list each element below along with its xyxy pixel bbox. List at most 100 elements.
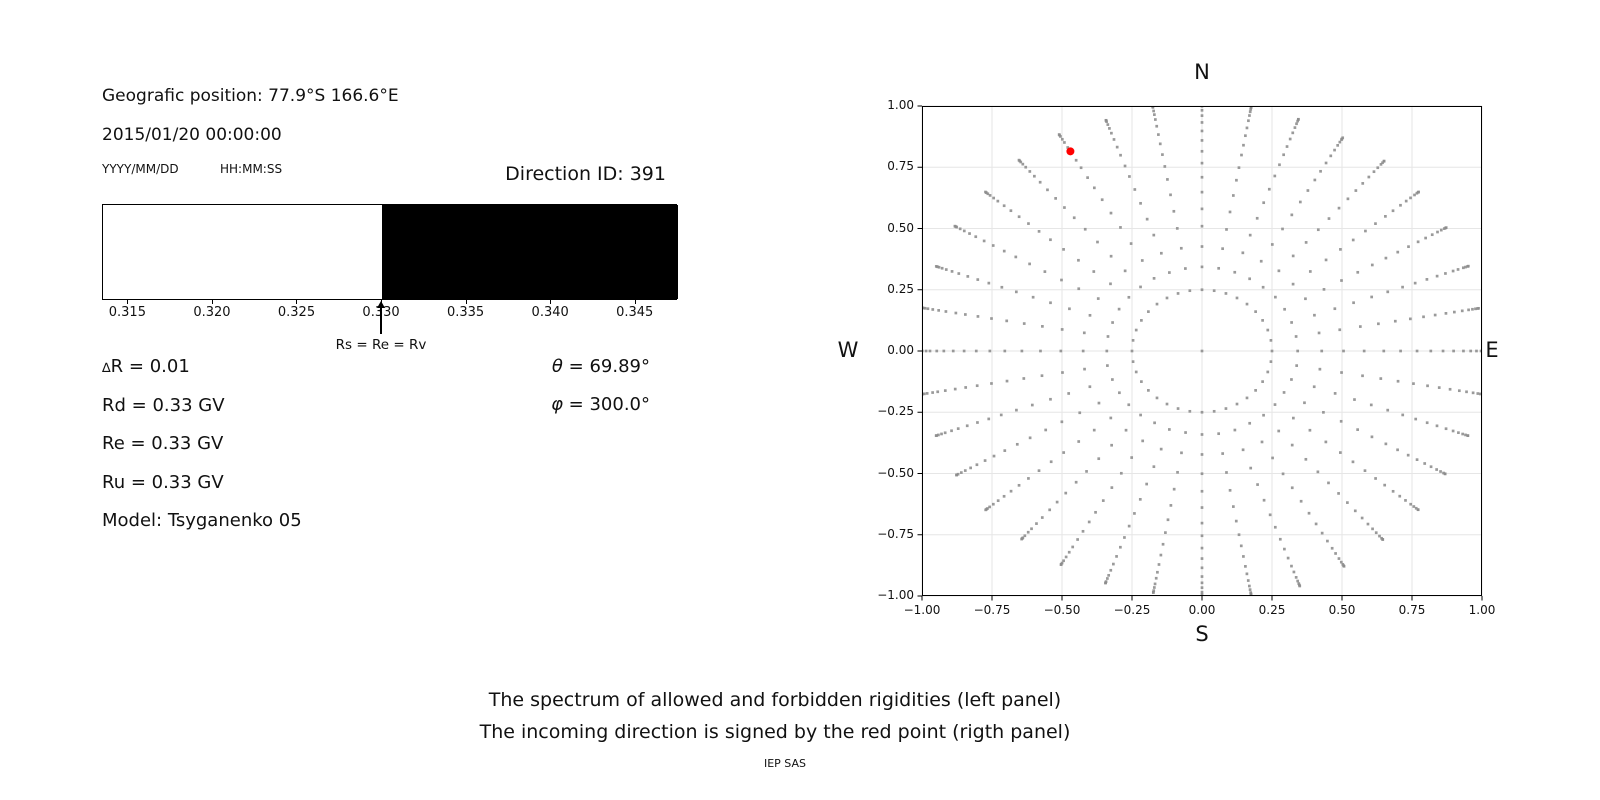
direction-point	[1124, 428, 1128, 432]
direction-point	[987, 417, 991, 421]
direction-point	[1248, 233, 1252, 237]
direction-point	[1200, 546, 1204, 550]
direction-point	[1341, 563, 1345, 566]
cutoff-arrow-head-icon	[377, 301, 386, 308]
direction-point	[1462, 349, 1465, 353]
direction-point	[1176, 407, 1180, 410]
direction-point	[985, 191, 988, 195]
scatter-points-group	[922, 106, 1482, 596]
direction-point	[1232, 505, 1235, 508]
direction-point	[1354, 189, 1358, 192]
direction-point	[1127, 403, 1131, 407]
direction-point	[1175, 227, 1179, 230]
direction-point	[1145, 217, 1149, 221]
direction-point	[1097, 401, 1101, 405]
direction-point	[1134, 328, 1138, 332]
direction-point	[1117, 307, 1121, 311]
direction-point	[1283, 547, 1286, 551]
spectrum-xtick-label: 0.340	[531, 305, 569, 320]
direction-point	[1245, 126, 1249, 130]
direction-point	[1130, 349, 1134, 353]
direction-point	[1339, 419, 1343, 423]
direction-point	[936, 265, 939, 269]
direction-point	[1249, 107, 1253, 111]
direction-point	[1333, 392, 1337, 395]
direction-point	[1049, 460, 1053, 464]
direction-point	[1071, 545, 1075, 549]
direction-point	[1319, 169, 1322, 173]
direction-point	[1224, 292, 1228, 295]
direction-point	[1441, 349, 1445, 353]
direction-point	[1261, 380, 1264, 383]
direction-point	[996, 499, 1000, 503]
direction-point	[1464, 433, 1467, 437]
direction-point	[1273, 403, 1277, 406]
direction-point	[1200, 121, 1204, 124]
direction-point	[986, 507, 989, 510]
direction-point	[1074, 158, 1078, 162]
direction-point	[1200, 581, 1204, 585]
direction-point	[1097, 457, 1101, 461]
cutoff-arrow-line	[380, 307, 382, 334]
direction-point	[950, 270, 954, 273]
direction-point	[1020, 349, 1024, 353]
direction-point	[1248, 114, 1251, 117]
direction-point	[1371, 527, 1374, 531]
direction-point	[1200, 593, 1204, 596]
direction-point	[1296, 579, 1300, 583]
direction-point	[1384, 256, 1388, 260]
direction-point	[1109, 282, 1112, 286]
direction-point	[1451, 269, 1455, 273]
direction-point	[1081, 529, 1085, 533]
direction-point	[1151, 106, 1155, 109]
direction-point	[1290, 378, 1293, 381]
direction-point	[1291, 282, 1295, 286]
direction-point	[1262, 201, 1266, 205]
direction-point	[1060, 328, 1064, 331]
direction-point	[1035, 522, 1038, 525]
caption-line-1: The spectrum of allowed and forbidden ri…	[488, 689, 1062, 711]
direction-point	[1299, 499, 1303, 503]
direction-point	[1161, 153, 1164, 156]
direction-point	[1228, 488, 1232, 492]
direction-point	[1353, 398, 1356, 401]
direction-point	[1391, 209, 1395, 213]
spectrum-xtick-label: 0.335	[446, 305, 485, 320]
direction-id-label: Direction ID: 391	[505, 163, 666, 185]
direction-point	[1127, 295, 1131, 299]
direction-point	[1404, 499, 1407, 502]
direction-point	[1164, 531, 1167, 534]
delta-symbol: ∆	[102, 361, 111, 376]
direction-point	[1021, 162, 1025, 166]
direction-point	[1133, 188, 1137, 191]
direction-point	[1374, 222, 1377, 225]
direction-point	[1235, 178, 1238, 182]
direction-point	[1043, 270, 1047, 273]
direction-point	[1268, 513, 1272, 517]
direction-point	[1271, 456, 1274, 460]
direction-point	[988, 194, 992, 197]
direction-point	[931, 308, 935, 311]
incoming-direction-red-point	[1066, 147, 1075, 156]
direction-point	[1360, 516, 1364, 520]
direction-point	[1396, 250, 1400, 254]
scatter-xtick-label: 0.25	[1258, 603, 1286, 617]
direction-point	[922, 306, 925, 310]
direction-point	[1200, 108, 1204, 112]
direction-point	[1362, 349, 1366, 353]
direction-point	[1407, 245, 1410, 249]
direction-point	[1060, 561, 1064, 565]
direction-point	[1158, 142, 1162, 146]
direction-point	[1245, 396, 1249, 400]
direction-point	[1435, 424, 1439, 428]
direction-point	[983, 459, 987, 462]
scatter-xtick-label: 0.75	[1398, 603, 1426, 617]
direction-point	[1267, 187, 1271, 191]
direction-point	[1412, 382, 1415, 385]
direction-point	[1046, 188, 1049, 192]
direction-point	[1290, 321, 1293, 324]
scatter-ytick-label: −1.00	[877, 588, 914, 602]
direction-point	[1172, 487, 1176, 491]
direction-point	[1200, 139, 1204, 142]
cutoff-annotation-text: Rs = Re = Rv	[335, 337, 427, 353]
